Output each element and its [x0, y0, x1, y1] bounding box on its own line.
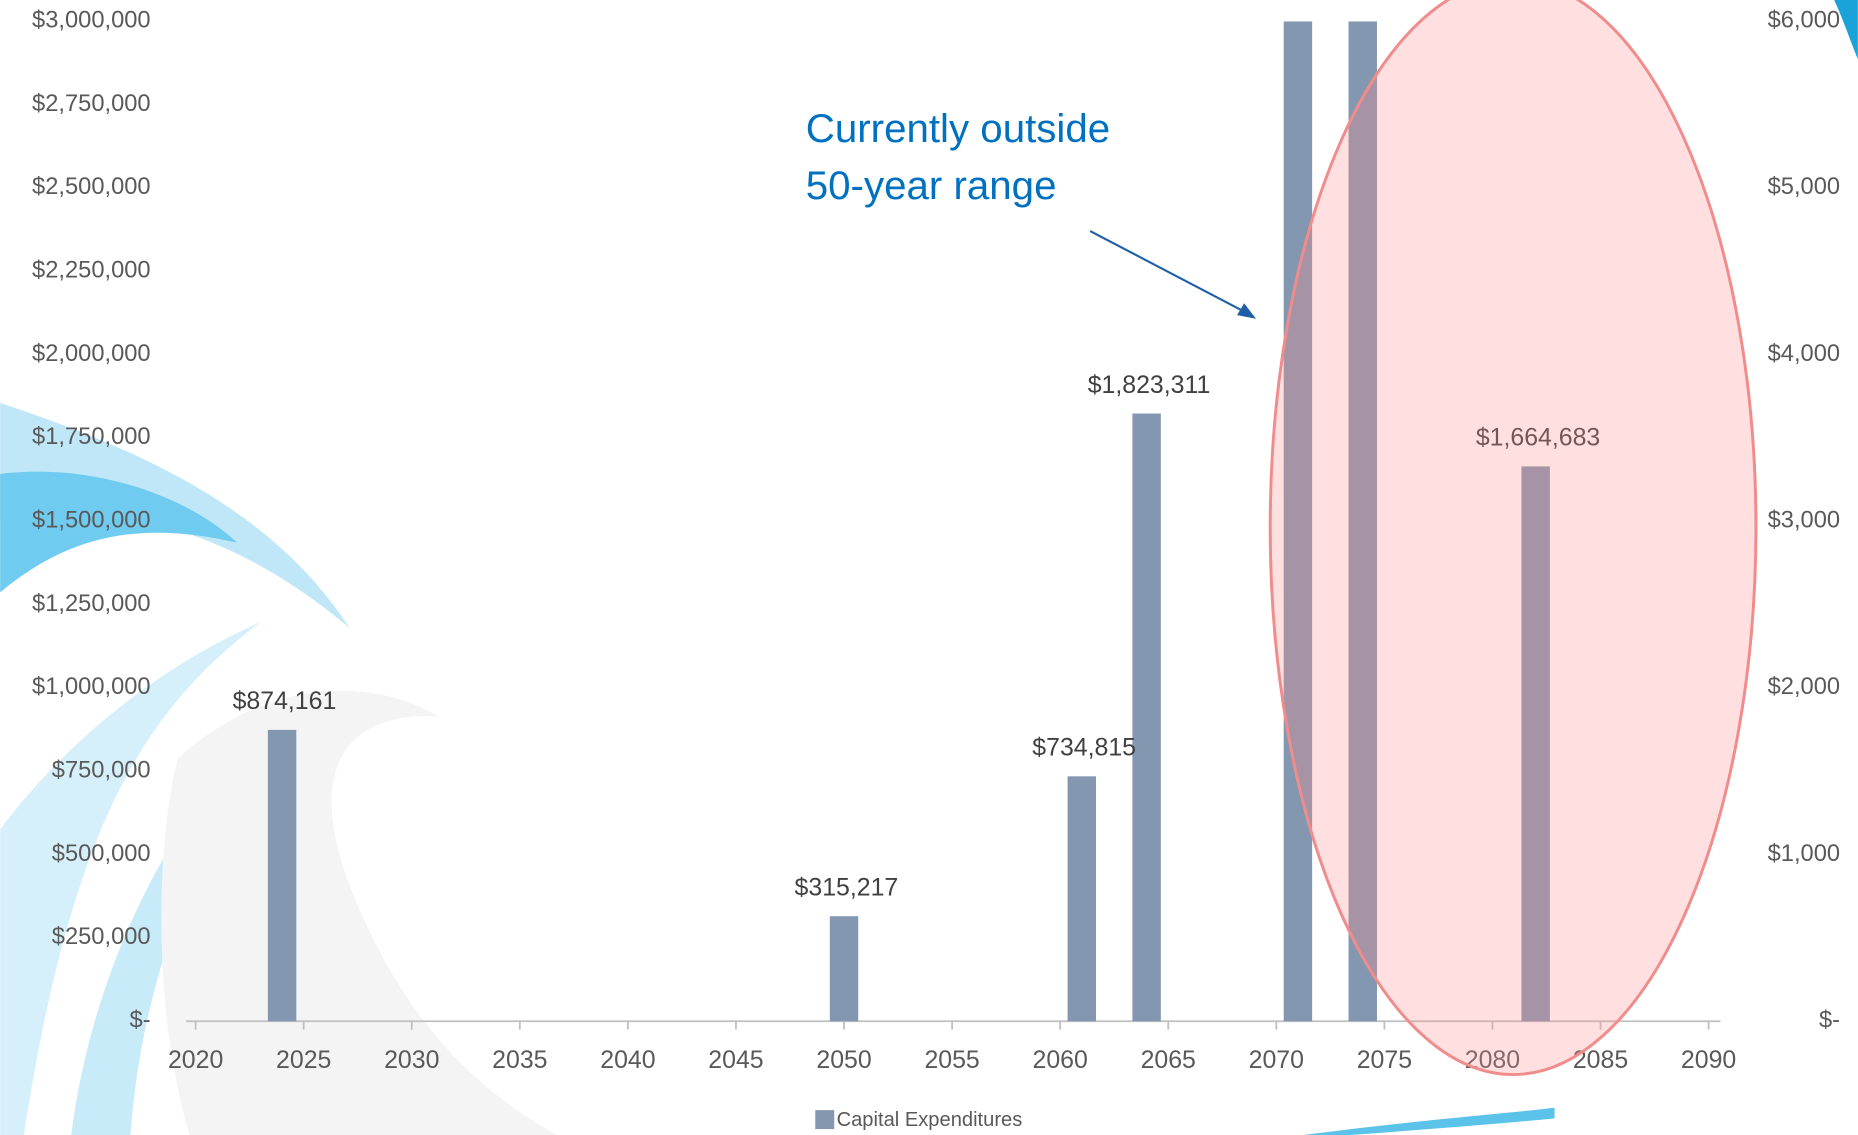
- bar: [829, 916, 859, 1022]
- y-tick-label: $2,750,000: [32, 91, 151, 117]
- x-tick-label: 2020: [168, 1046, 223, 1074]
- annotation-arrow: [1089, 230, 1248, 314]
- x-tick-label: 2035: [492, 1046, 547, 1074]
- y2-tick-label: $5,000: [1768, 174, 1840, 200]
- data-label: $734,815: [1032, 734, 1136, 762]
- y-tick-label: $500,000: [52, 841, 151, 867]
- legend-label: Capital Expenditures: [837, 1109, 1023, 1131]
- bar: [1283, 21, 1313, 1022]
- data-label: $874,161: [233, 687, 337, 715]
- highlight-ellipse: [1268, 0, 1758, 1076]
- annotation: 50-year range: [806, 163, 1057, 208]
- data-label: $1,664,683: [1476, 424, 1600, 452]
- x-tick-label: 2080: [1465, 1046, 1520, 1074]
- x-tick-label: 2045: [708, 1046, 763, 1074]
- swoosh: [0, 471, 238, 593]
- y-tick-label: $750,000: [52, 758, 151, 784]
- x-tick-label: 2065: [1141, 1046, 1196, 1074]
- y-tick-label: $1,000,000: [32, 674, 151, 700]
- bar: [267, 729, 297, 1022]
- y-tick-label: $1,750,000: [32, 424, 151, 450]
- x-tick-label: 2055: [924, 1046, 979, 1074]
- axes: $- $250,000 $500,000 $750,000 $1,000,000 $1,2…: [32, 8, 1840, 1075]
- data-label: $315,217: [795, 874, 899, 902]
- y2-tick-label: $1,000: [1768, 841, 1840, 867]
- legend: Capital Expenditures: [815, 1109, 1022, 1131]
- bar: [1067, 776, 1097, 1022]
- x-tick-label: 2030: [384, 1046, 439, 1074]
- legend-swatch: [815, 1110, 835, 1130]
- bar: [1132, 413, 1161, 1022]
- y-tick-label: $2,000,000: [32, 341, 151, 367]
- y2-tick-label: $3,000: [1768, 508, 1840, 534]
- y-tick-label: $1,500,000: [32, 508, 151, 534]
- arrow-head: [1237, 303, 1256, 319]
- x-tick-label: 2090: [1681, 1046, 1736, 1074]
- x-tick-label: 2040: [600, 1046, 655, 1074]
- swoosh: [0, 621, 261, 1135]
- y-tick-label: $-: [130, 1008, 151, 1034]
- x-tick-label: 2050: [816, 1046, 871, 1074]
- bars: [267, 21, 1550, 1022]
- data-label: $1,823,311: [1088, 371, 1211, 399]
- x-tick-label: 2070: [1249, 1046, 1304, 1074]
- swoosh: [71, 699, 297, 1135]
- y-tick-label: $2,500,000: [32, 174, 151, 200]
- y2-tick-label: $4,000: [1768, 341, 1840, 367]
- y2-tick-label: $2,000: [1768, 674, 1840, 700]
- bar: [1348, 21, 1377, 1022]
- x-tick-label: 2060: [1033, 1046, 1088, 1074]
- y-tick-label: $1,250,000: [32, 591, 151, 617]
- y2-tick-label: $6,000: [1768, 8, 1840, 34]
- annotation: Currently outside: [806, 106, 1110, 151]
- y2-tick-label: $-: [1819, 1008, 1840, 1034]
- y-tick-label: $3,000,000: [32, 8, 151, 34]
- y-tick-label: $2,250,000: [32, 258, 151, 284]
- swoosh: [1303, 1107, 1555, 1135]
- x-tick-label: 2075: [1357, 1046, 1412, 1074]
- swoosh: [161, 690, 557, 1135]
- bar: [1521, 466, 1550, 1022]
- x-tick-label: 2025: [276, 1046, 331, 1074]
- swoosh: [1834, 0, 1858, 60]
- value-labels: $874,161 $315,217 $734,815 $1,823,311 $1,664…: [233, 371, 1601, 902]
- y-tick-label: $250,000: [52, 924, 151, 950]
